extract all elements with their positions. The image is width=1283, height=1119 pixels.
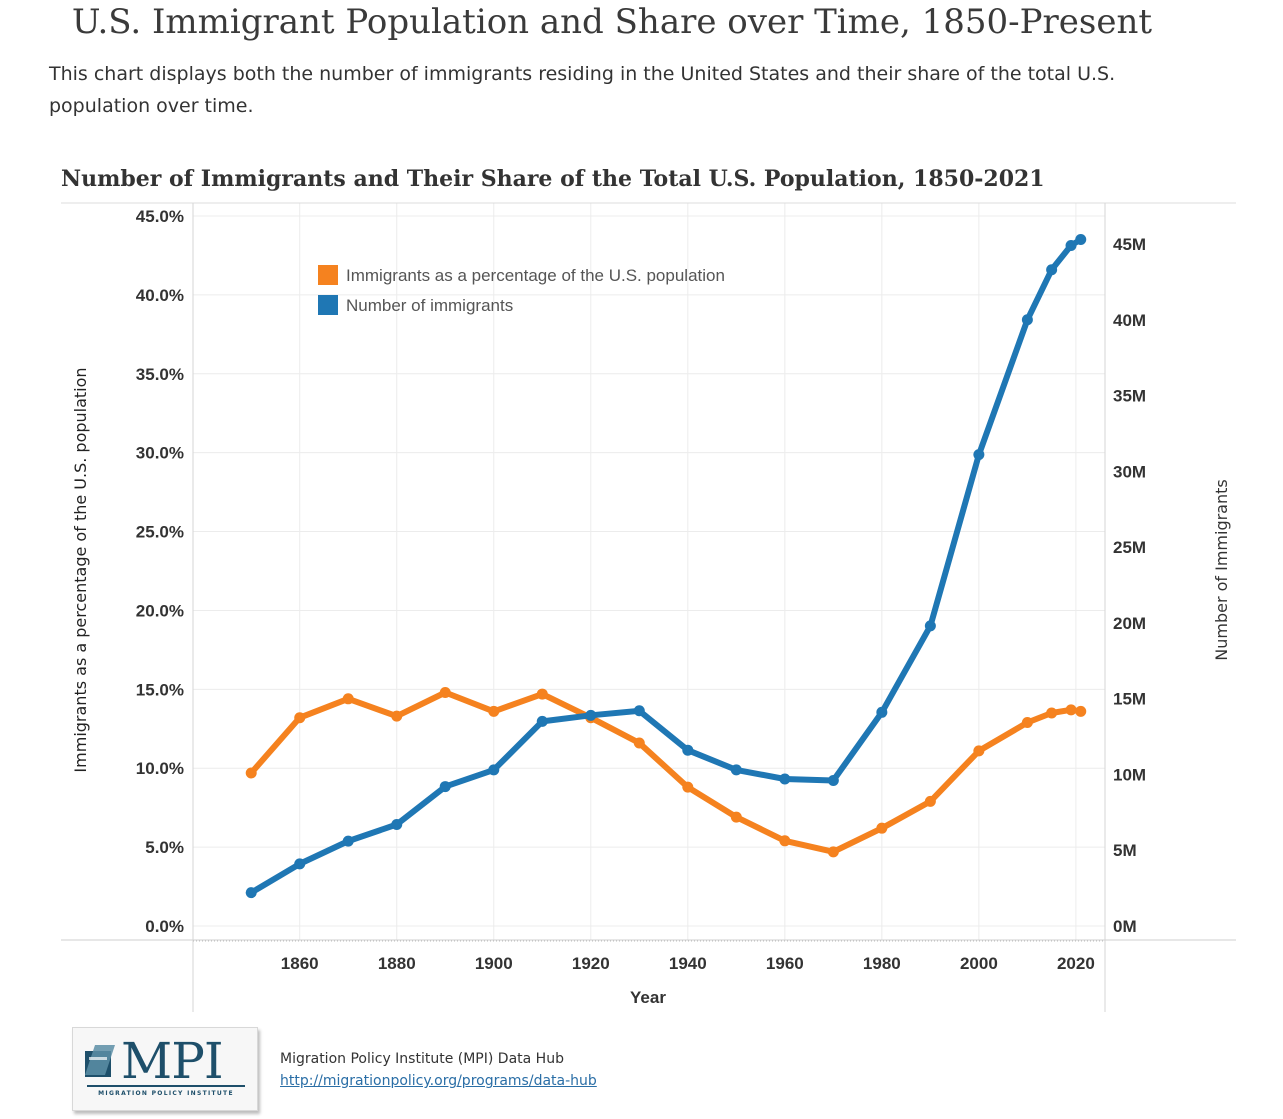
y-left-tick-label: 10.0% [136,759,184,778]
y-right-tick-label: 10M [1113,765,1146,784]
chart: 0.0% 5.0% 10.0% 15.0% 20.0% 25.0% 30.0% 35.0% 40… [61,202,1236,1012]
series-line-percentage [248,689,1084,855]
data-point-number [633,705,645,717]
data-point-percentage [973,745,985,757]
y-right-tick-label: 0M [1113,917,1137,936]
logo-subtext: MIGRATION POLICY INSTITUTE [87,1085,245,1097]
y-right-axis-title: Number of Immigrants [1212,479,1231,661]
data-point-number [342,835,354,847]
data-point-number [730,764,742,776]
data-point-percentage [342,693,354,705]
x-tick-label: 1940 [669,954,707,973]
y-left-axis-title: Immigrants as a percentage of the U.S. p… [71,367,90,772]
data-point-percentage [439,686,451,698]
y-right-tick-label: 35M [1113,387,1146,406]
data-point-number [827,775,839,787]
x-axis-title: Year [630,988,666,1007]
y-left-tick-label: 45.0% [136,207,184,226]
data-point-percentage [682,781,694,793]
y-right-tick-label: 5M [1113,841,1137,860]
y-left-tick-label: 25.0% [136,523,184,542]
y-right-tick-label: 20M [1113,614,1146,633]
legend: Immigrants as a percentage of the U.S. p… [318,265,725,315]
data-point-number [1046,264,1058,276]
data-point-number [779,773,791,785]
data-point-number [391,818,403,830]
legend-swatch-percentage [318,265,338,285]
legend-label-percentage: Immigrants as a percentage of the U.S. p… [346,266,725,285]
data-point-percentage [633,737,645,749]
data-point-number [585,709,597,721]
y-right-tick-label: 45M [1113,235,1146,254]
data-point-percentage [294,712,306,724]
x-tick-label: 1920 [572,954,610,973]
y-left-tick-label: 35.0% [136,365,184,384]
y-right-tick-label: 30M [1113,462,1146,481]
data-point-number [682,744,694,756]
grid-lines [193,203,1105,940]
axes: 0.0% 5.0% 10.0% 15.0% 20.0% 25.0% 30.0% 35.0% 40… [61,202,1236,1012]
data-point-number [973,449,985,461]
y-left-tick-label: 20.0% [136,601,184,620]
source-label: Migration Policy Institute (MPI) Data Hu… [280,1051,564,1067]
y-left-tick-label: 5.0% [145,838,184,857]
y-right-tick-label: 15M [1113,690,1146,709]
series-lines [245,233,1087,899]
x-tick-label: 1880 [378,954,416,973]
data-point-number [439,781,451,793]
data-point-percentage [779,835,791,847]
data-point-percentage [924,795,936,807]
data-point-number [245,887,257,899]
x-tick-label: 1860 [281,954,319,973]
data-point-number [876,706,888,718]
data-point-percentage [730,811,742,823]
x-tick-label: 1900 [475,954,513,973]
x-tick-label: 1980 [863,954,901,973]
legend-swatch-number [318,295,338,315]
data-point-percentage [1065,704,1077,716]
mpi-logo-icon [85,1045,115,1077]
y-right-tick-label: 25M [1113,538,1146,557]
data-point-number [924,620,936,632]
chart-title: Number of Immigrants and Their Share of … [61,166,1045,192]
data-point-number [1021,314,1033,326]
x-tick-label: 2020 [1057,954,1095,973]
data-point-percentage [1046,707,1058,719]
data-point-number [536,715,548,727]
data-point-percentage [1021,716,1033,728]
logo-text: MPI [121,1032,224,1090]
series-line-number [248,236,1084,896]
y-left-tick-label: 40.0% [136,286,184,305]
data-point-number [294,858,306,870]
x-tick-label: 1960 [766,954,804,973]
data-point-percentage [536,688,548,700]
y-left-tick-label: 0.0% [145,917,184,936]
data-point-number [1065,240,1077,252]
x-tick-label: 2000 [960,954,998,973]
mpi-logo: MPI MIGRATION POLICY INSTITUTE [72,1027,258,1111]
data-point-number [1075,233,1087,245]
data-point-percentage [488,705,500,717]
data-point-number [488,764,500,776]
data-point-percentage [391,710,403,722]
data-point-percentage [245,767,257,779]
data-point-percentage [827,846,839,858]
y-left-tick-label: 15.0% [136,680,184,699]
data-hub-link[interactable]: http://migrationpolicy.org/programs/data… [280,1073,597,1089]
page-title: U.S. Immigrant Population and Share over… [71,2,1153,42]
data-point-percentage [876,822,888,834]
data-point-percentage [1075,705,1087,717]
page-description: This chart displays both the number of i… [49,63,1116,117]
y-right-tick-label: 40M [1113,311,1146,330]
legend-label-number: Number of immigrants [346,296,513,315]
y-left-tick-label: 30.0% [136,444,184,463]
